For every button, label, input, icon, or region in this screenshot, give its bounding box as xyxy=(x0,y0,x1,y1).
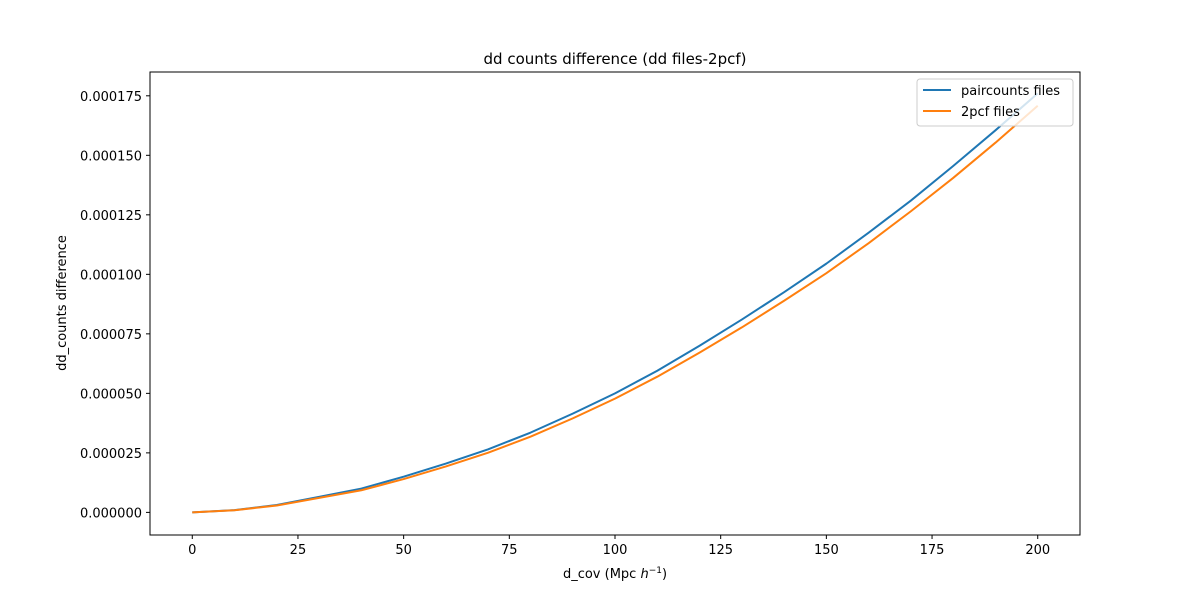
legend-label-paircounts: paircounts files xyxy=(961,84,1060,99)
x-axis-label-math: h xyxy=(640,567,648,582)
x-axis-label-exponent: −1 xyxy=(649,566,662,576)
x-axis: 0 25 50 75 100 125 150 175 200 xyxy=(188,535,1050,558)
x-tick-label: 125 xyxy=(708,543,733,558)
y-axis-label: dd_counts difference xyxy=(55,235,70,371)
y-tick-label: 0.000025 xyxy=(80,447,142,462)
series-line-2pcf xyxy=(192,105,1039,514)
series-layer xyxy=(192,92,1039,514)
y-tick-label: 0.000175 xyxy=(80,90,142,105)
y-tick-label: 0.000125 xyxy=(80,209,142,224)
x-tick-label: 50 xyxy=(395,543,412,558)
x-tick-label: 25 xyxy=(290,543,307,558)
y-tick-label: 0.000100 xyxy=(80,268,142,283)
y-tick-label: 0.000150 xyxy=(80,149,142,164)
x-axis-label-close: ) xyxy=(662,567,667,582)
chart-title: dd counts difference (dd files-2pcf) xyxy=(484,50,747,68)
x-tick-label: 0 xyxy=(188,543,196,558)
series-line-paircounts xyxy=(192,92,1039,514)
y-tick-label: 0.000000 xyxy=(80,506,142,521)
x-tick-label: 175 xyxy=(920,543,945,558)
y-tick-label: 0.000075 xyxy=(80,328,142,343)
x-tick-label: 75 xyxy=(501,543,518,558)
x-axis-label-text: d_cov (Mpc xyxy=(563,567,641,582)
y-tick-label: 0.000050 xyxy=(80,387,142,402)
legend: paircounts files 2pcf files xyxy=(916,78,1074,127)
x-tick-label: 100 xyxy=(603,543,628,558)
legend-box xyxy=(916,78,1074,127)
x-tick-label: 200 xyxy=(1025,543,1050,558)
legend-label-2pcf: 2pcf files xyxy=(961,105,1020,120)
x-tick-label: 150 xyxy=(814,543,839,558)
y-axis: 0.000000 0.000025 0.000050 0.000075 0.000100… xyxy=(80,90,150,521)
x-axis-label: d_cov (Mpc h−1) xyxy=(563,566,667,582)
